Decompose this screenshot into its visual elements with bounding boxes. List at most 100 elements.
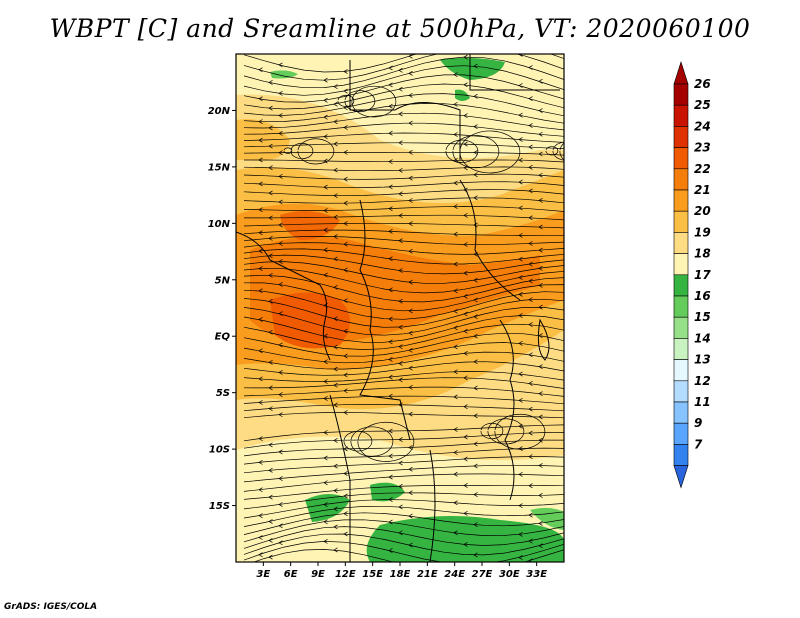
lon-tick-label: 15E xyxy=(362,569,383,580)
streamline-arrow xyxy=(518,157,523,163)
streamline-arrow xyxy=(473,333,478,339)
streamline-arrow xyxy=(278,342,283,348)
streamline xyxy=(297,138,335,165)
streamline-arrow xyxy=(538,463,543,468)
streamline-arrow xyxy=(333,547,338,553)
streamline-arrow xyxy=(408,330,413,336)
streamline-arrow xyxy=(453,132,458,137)
streamline-arrow xyxy=(518,179,523,185)
streamline xyxy=(243,342,564,364)
streamline xyxy=(290,142,314,160)
streamline-arrow xyxy=(528,322,533,327)
streamline-arrow xyxy=(343,125,348,130)
colorbar-swatch xyxy=(673,380,689,403)
streamline-arrow xyxy=(518,446,523,452)
streamline-arrow xyxy=(268,298,273,304)
streamline-arrow xyxy=(408,120,413,126)
streamline xyxy=(243,236,564,246)
streamline xyxy=(552,141,564,161)
streamline xyxy=(243,473,564,492)
streamline-arrow xyxy=(323,184,328,190)
streamline-arrow xyxy=(473,441,478,447)
streamline-arrow xyxy=(398,191,403,197)
streamline-arrow xyxy=(528,96,533,102)
colorbar-swatch xyxy=(673,274,689,297)
streamline-arrow xyxy=(268,125,273,131)
streamline-arrow xyxy=(343,176,348,182)
streamline-arrow xyxy=(463,311,468,317)
streamline-arrow xyxy=(473,195,478,201)
streamline-arrow xyxy=(278,241,283,246)
streamline-arrow xyxy=(473,463,478,469)
streamline-arrow xyxy=(388,287,393,293)
streamline-arrow xyxy=(408,92,413,98)
streamline-arrow xyxy=(268,190,273,196)
streamline-arrow xyxy=(463,54,468,60)
streamline-arrow xyxy=(258,513,263,519)
streamline-arrow xyxy=(473,277,478,283)
streamline-arrow xyxy=(323,480,328,486)
streamline-arrow xyxy=(333,344,338,350)
colorbar-label: 18 xyxy=(694,247,711,261)
streamline-arrow xyxy=(473,124,478,130)
colorbar-swatch xyxy=(673,83,689,106)
streamline-arrow xyxy=(454,48,458,52)
streamline-arrow xyxy=(343,410,348,415)
streamline-arrow xyxy=(453,471,458,477)
streamline-arrow xyxy=(388,519,393,525)
streamline xyxy=(243,456,564,474)
streamline-arrow xyxy=(388,159,393,165)
streamline-arrow xyxy=(258,157,263,163)
streamline-arrow xyxy=(278,476,283,481)
streamline-arrow xyxy=(528,164,533,170)
streamline xyxy=(243,377,564,389)
streamline-arrow xyxy=(343,267,348,273)
streamline-arrow xyxy=(343,298,348,304)
streamline-arrow xyxy=(323,272,328,278)
streamline xyxy=(243,424,564,442)
streamline-arrow xyxy=(408,542,413,548)
streamline-arrow xyxy=(473,385,478,391)
streamline-arrow xyxy=(463,328,468,334)
streamline-arrow xyxy=(463,510,468,516)
streamline-arrow xyxy=(473,314,478,320)
streamline xyxy=(243,499,564,519)
streamline xyxy=(243,351,564,370)
lat-tick-label: 10S xyxy=(209,445,230,456)
streamline xyxy=(243,242,564,255)
streamline-arrow xyxy=(258,67,263,73)
streamline xyxy=(243,484,564,500)
streamline-arrow xyxy=(453,231,458,237)
streamline-arrow xyxy=(333,402,338,408)
streamline-arrow xyxy=(278,150,283,156)
streamline-arrow xyxy=(453,500,458,506)
colorbar-swatch xyxy=(673,444,689,466)
streamline-arrow xyxy=(473,93,478,99)
streamline-arrow xyxy=(408,221,413,226)
streamline-arrow xyxy=(528,188,533,194)
streamline-arrow xyxy=(278,62,283,68)
streamline-arrow xyxy=(343,531,348,537)
streamline-arrow xyxy=(333,524,338,530)
streamline-arrow xyxy=(398,504,403,510)
lon-tick-label: 9E xyxy=(311,569,325,580)
streamline-arrow xyxy=(538,172,543,178)
streamline-arrow xyxy=(258,535,263,540)
streamline xyxy=(487,418,525,445)
streamline xyxy=(243,541,564,562)
streamline-arrow xyxy=(528,297,533,303)
streamline-arrow xyxy=(333,119,338,125)
streamline-arrow xyxy=(323,247,328,253)
lon-tick-label: 18E xyxy=(390,569,411,580)
streamline-arrow xyxy=(278,449,283,455)
streamline-arrow xyxy=(463,350,468,356)
streamline-arrow xyxy=(333,366,338,372)
lon-tick-label: 27E xyxy=(472,569,493,580)
streamline-arrow xyxy=(398,213,403,219)
streamline xyxy=(243,267,564,294)
streamline-arrow xyxy=(278,540,283,546)
streamline-arrow xyxy=(258,207,263,213)
longitude-axis: 3E 6E 9E 12E 15E 18E 21E 24E 27E 30E 33E xyxy=(256,562,547,580)
streamline xyxy=(243,439,564,457)
streamline xyxy=(459,130,521,174)
